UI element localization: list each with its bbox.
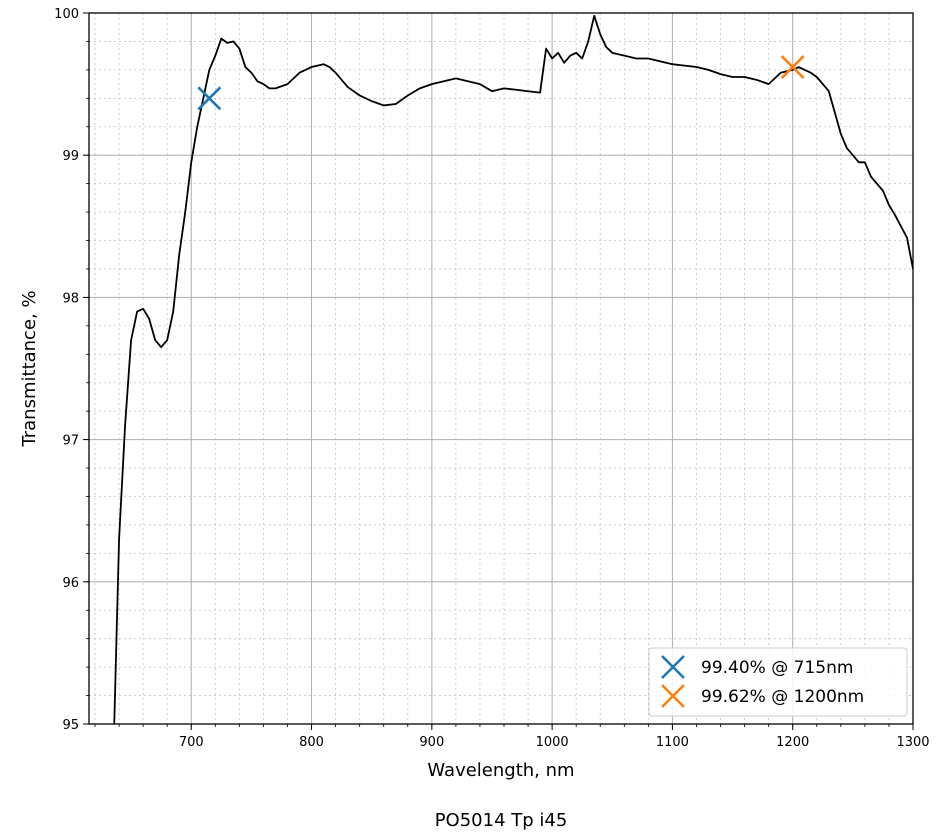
x-tick-label: 1100 bbox=[656, 735, 689, 750]
legend-box bbox=[648, 647, 908, 717]
y-tick-label: 98 bbox=[62, 291, 79, 306]
x-tick-label: 1000 bbox=[536, 735, 569, 750]
y-tick-label: 100 bbox=[54, 7, 79, 22]
transmittance-line bbox=[113, 14, 913, 724]
x-tick-label: 800 bbox=[299, 735, 324, 750]
x-axis-label: Wavelength, nm bbox=[427, 760, 574, 781]
y-tick-label: 95 bbox=[62, 718, 79, 733]
x-tick-label: 1200 bbox=[776, 735, 809, 750]
x-tick-label: 900 bbox=[419, 735, 444, 750]
chart-caption: PO5014 Tp i45 bbox=[435, 810, 568, 831]
major-grid bbox=[89, 12, 914, 725]
legend-entry-label: 99.62% @ 1200nm bbox=[701, 687, 864, 707]
x-tick-label: 1300 bbox=[896, 735, 929, 750]
y-tick-label: 96 bbox=[62, 576, 79, 591]
legend: 99.40% @ 715nm 99.62% @ 1200nm bbox=[648, 647, 908, 717]
minor-grid bbox=[89, 13, 913, 724]
y-axis-label: Transmittance, % bbox=[19, 290, 40, 447]
x-tick-label: 700 bbox=[179, 735, 204, 750]
y-tick-label: 97 bbox=[62, 434, 79, 449]
data-marker-1 bbox=[197, 86, 222, 111]
legend-entry-label: 99.40% @ 715nm bbox=[701, 658, 853, 678]
y-tick-label: 99 bbox=[62, 149, 79, 164]
data-marker-2 bbox=[780, 55, 805, 79]
marker-layer bbox=[197, 55, 805, 111]
legend-marker-2 bbox=[661, 684, 685, 708]
tick-layer: 700 800 900 1000 1100 1200 1300 95 96 97 98 99 100 bbox=[54, 7, 929, 750]
plot-frame bbox=[88, 12, 914, 725]
legend-marker-1 bbox=[661, 655, 685, 679]
series-layer bbox=[113, 14, 913, 724]
